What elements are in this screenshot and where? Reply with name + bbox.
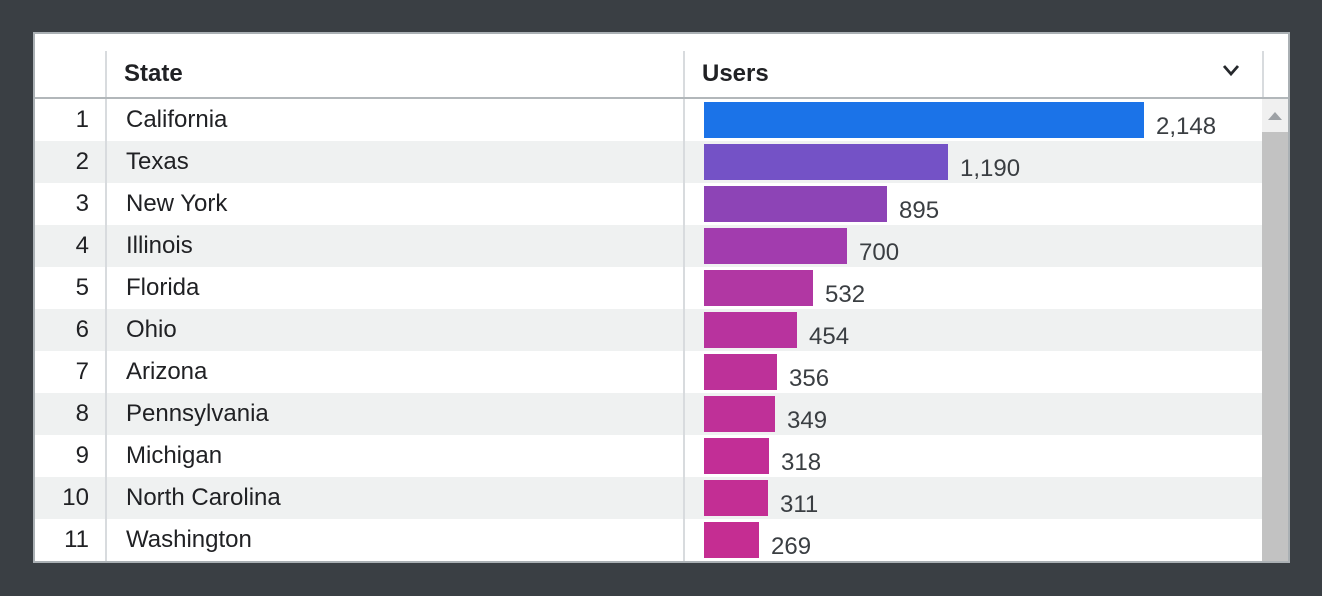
- users-bar: [704, 228, 847, 264]
- table-row: 6 Ohio 454: [35, 309, 1288, 351]
- row-state: Washington: [105, 519, 683, 561]
- row-users: 349: [683, 393, 1288, 435]
- row-users: 356: [683, 351, 1288, 393]
- row-state: New York: [105, 183, 683, 225]
- users-bar: [704, 312, 797, 348]
- row-index: 8: [75, 400, 89, 427]
- triangle-up-icon: [1268, 111, 1282, 120]
- row-users: 532: [683, 267, 1288, 309]
- users-value: 349: [787, 407, 828, 434]
- row-index: 4: [75, 232, 89, 259]
- users-value: 269: [771, 533, 812, 560]
- row-state: Arizona: [105, 351, 683, 393]
- row-index: 6: [75, 316, 89, 343]
- users-bar: [704, 480, 768, 516]
- chevron-down-icon[interactable]: [1219, 58, 1243, 82]
- row-state: California: [105, 99, 683, 141]
- users-bar: [704, 396, 775, 432]
- row-users: 269: [683, 519, 1288, 561]
- row-users: 318: [683, 435, 1288, 477]
- state-column-label: State: [124, 60, 183, 87]
- row-users: 1,190: [683, 141, 1288, 183]
- row-users: 895: [683, 183, 1288, 225]
- column-divider: [105, 51, 107, 97]
- row-users: 2,148: [683, 99, 1288, 141]
- row-state: Texas: [105, 141, 683, 183]
- row-users: 311: [683, 477, 1288, 519]
- row-index: 2: [75, 148, 89, 175]
- users-bar: [704, 438, 769, 474]
- users-value: 311: [780, 491, 819, 518]
- users-value: 454: [809, 323, 850, 350]
- users-bar: [704, 102, 1144, 138]
- users-value: 895: [899, 197, 940, 224]
- table-row: 2 Texas 1,190: [35, 141, 1288, 183]
- row-state: Pennsylvania: [105, 393, 683, 435]
- users-bar: [704, 144, 948, 180]
- users-value: 532: [825, 281, 866, 308]
- column-divider: [1262, 51, 1264, 97]
- row-index: 5: [75, 274, 89, 301]
- users-bar: [704, 270, 813, 306]
- row-index: 7: [75, 358, 89, 385]
- table-row: 4 Illinois 700: [35, 225, 1288, 267]
- table-row: 9 Michigan 318: [35, 435, 1288, 477]
- column-divider: [683, 51, 685, 97]
- row-state: Ohio: [105, 309, 683, 351]
- row-users: 700: [683, 225, 1288, 267]
- table-row: 8 Pennsylvania 349: [35, 393, 1288, 435]
- table-body: 1 California 2,148 2 Texas 1,190 3 New Y…: [35, 99, 1288, 561]
- data-table-card: State Users 1 California 2,148 2 Texas 1…: [33, 32, 1290, 563]
- row-state: Illinois: [105, 225, 683, 267]
- table-row: 10 North Carolina 311: [35, 477, 1288, 519]
- row-index: 1: [75, 106, 89, 133]
- table-row: 3 New York 895: [35, 183, 1288, 225]
- header-cell-state[interactable]: State: [105, 34, 683, 97]
- vertical-scrollbar: [1262, 99, 1288, 561]
- header-cell-index: [35, 34, 105, 97]
- users-column-label: Users: [702, 60, 769, 87]
- scrollbar-thumb[interactable]: [1262, 132, 1288, 561]
- users-value: 1,190: [960, 155, 1021, 182]
- row-index: 3: [75, 190, 89, 217]
- users-bar: [704, 354, 777, 390]
- row-index: 11: [64, 526, 89, 553]
- header-cell-users[interactable]: Users: [683, 34, 1288, 97]
- row-index: 9: [75, 442, 89, 469]
- table-row: 11 Washington 269: [35, 519, 1288, 561]
- row-state: Florida: [105, 267, 683, 309]
- table-row: 1 California 2,148: [35, 99, 1288, 141]
- row-index: 10: [62, 484, 89, 511]
- scroll-up-button[interactable]: [1262, 99, 1288, 132]
- table-row: 7 Arizona 356: [35, 351, 1288, 393]
- table-row: 5 Florida 532: [35, 267, 1288, 309]
- row-users: 454: [683, 309, 1288, 351]
- users-value: 356: [789, 365, 830, 392]
- row-state: North Carolina: [105, 477, 683, 519]
- users-bar: [704, 186, 887, 222]
- row-state: Michigan: [105, 435, 683, 477]
- users-value: 2,148: [1156, 113, 1217, 140]
- users-bar: [704, 522, 759, 558]
- table-header-row: State Users: [35, 34, 1288, 99]
- users-value: 700: [859, 239, 900, 266]
- users-value: 318: [781, 449, 822, 476]
